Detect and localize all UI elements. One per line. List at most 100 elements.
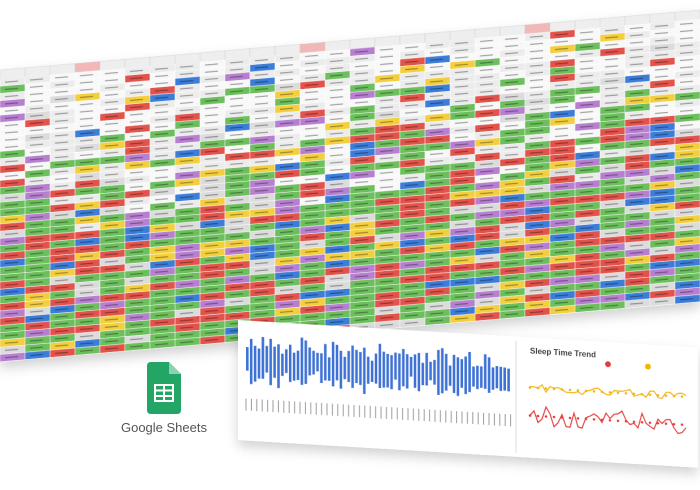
- bar: [394, 352, 397, 380]
- cell-text: [30, 274, 43, 277]
- cell-text: [305, 272, 318, 275]
- cell-text: [530, 289, 543, 292]
- cell-text: [305, 62, 318, 65]
- cell-text: [430, 232, 443, 235]
- cell-text: [5, 174, 18, 178]
- cell-text: [380, 244, 393, 247]
- cell-text: [680, 298, 693, 301]
- cell-text: [155, 140, 168, 143]
- cell-text: [330, 168, 343, 171]
- cell-text: [155, 343, 168, 346]
- bar: [398, 353, 401, 391]
- cell-text: [105, 122, 118, 125]
- cell-text: [630, 179, 643, 182]
- cell-text: [280, 230, 293, 234]
- cell-text: [80, 110, 93, 113]
- cell-text: [605, 94, 618, 97]
- cell-text: [680, 218, 693, 221]
- cell-text: [380, 62, 393, 66]
- cell-text: [655, 213, 668, 216]
- cell-text: [480, 54, 493, 57]
- cell-text: [680, 247, 693, 250]
- cell-text: [530, 100, 543, 104]
- cell-text: [680, 145, 693, 149]
- cell-text: [130, 222, 143, 225]
- trend-dot: [536, 386, 540, 390]
- bar: [327, 357, 331, 381]
- trend-dot: [672, 394, 676, 398]
- cell-text: [405, 220, 418, 223]
- bar: [366, 356, 370, 384]
- cell-text: [55, 213, 68, 217]
- cell-text: [380, 106, 393, 109]
- cell-text: [5, 276, 18, 279]
- cell-text: [480, 177, 493, 180]
- cell-text: [55, 105, 68, 108]
- bar: [300, 337, 304, 386]
- cell-text: [430, 138, 443, 141]
- cell-text: [580, 197, 593, 201]
- cell-text: [55, 257, 68, 260]
- cell-text: [505, 110, 518, 113]
- cell-text: [155, 176, 168, 179]
- trend-dot: [632, 420, 636, 424]
- cell-text: [130, 142, 143, 145]
- cell-text: [605, 275, 618, 278]
- cell-text: [30, 121, 43, 125]
- cell-text: [405, 307, 418, 310]
- cell-text: [255, 225, 268, 229]
- cell-text: [355, 275, 368, 278]
- cell-text: [30, 78, 43, 81]
- trend-dot: [664, 422, 668, 425]
- cell-text: [430, 254, 443, 257]
- cell-text: [55, 134, 68, 137]
- cell-text: [530, 42, 543, 46]
- cell-text: [330, 59, 343, 63]
- cell-text: [430, 247, 443, 250]
- cell-text: [680, 109, 693, 112]
- cell-text: [480, 126, 493, 130]
- cell-text: [455, 208, 468, 211]
- cell-text: [455, 237, 468, 240]
- trend-dot: [608, 391, 612, 394]
- cell-text: [480, 242, 493, 246]
- cell-text: [380, 48, 393, 51]
- cell-text: [355, 57, 368, 61]
- cell-text: [255, 196, 268, 200]
- cell-text: [105, 340, 118, 343]
- cell-text: [630, 200, 643, 204]
- cell-text: [230, 285, 243, 289]
- cell-text: [30, 208, 43, 212]
- cell-text: [530, 281, 543, 285]
- cell-text: [230, 293, 243, 296]
- cell-text: [505, 218, 518, 222]
- cell-text: [530, 144, 543, 147]
- cell-text: [630, 135, 643, 138]
- cell-text: [130, 164, 143, 167]
- cell-text: [5, 80, 18, 83]
- bar: [335, 344, 339, 381]
- cell-text: [605, 232, 618, 235]
- cell-text: [105, 100, 118, 104]
- cell-text: [230, 148, 243, 151]
- cell-text: [30, 252, 43, 255]
- cell-text: [80, 291, 93, 294]
- trend-dot: [536, 414, 540, 418]
- cell-text: [205, 302, 218, 305]
- cell-text: [180, 210, 193, 213]
- cell-text: [580, 74, 593, 78]
- cell-text: [655, 235, 668, 238]
- cell-text: [305, 308, 318, 311]
- cell-text: [230, 140, 243, 144]
- cell-text: [205, 92, 218, 95]
- cell-text: [130, 69, 143, 73]
- cell-text: [30, 129, 43, 132]
- cell-text: [355, 79, 368, 82]
- cell-text: [30, 92, 43, 96]
- cell-text: [530, 209, 543, 212]
- cell-text: [305, 265, 318, 268]
- cell-text: [180, 311, 193, 315]
- cell-text: [230, 314, 243, 318]
- cell-text: [255, 124, 268, 127]
- bar: [421, 362, 425, 386]
